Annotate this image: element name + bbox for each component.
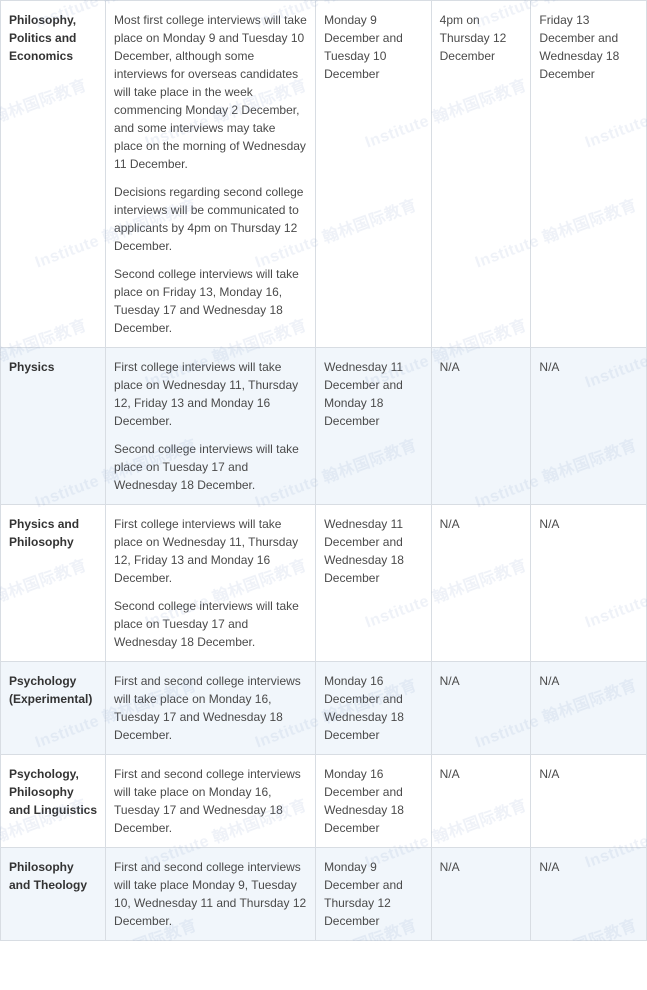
- details-cell: First and second college interviews will…: [106, 755, 316, 848]
- col3-cell: Monday 9 December and Tuesday 10 Decembe…: [316, 1, 432, 348]
- table-row: Philosophy and TheologyFirst and second …: [1, 848, 647, 941]
- col4-cell: N/A: [431, 662, 531, 755]
- col3-cell: Wednesday 11 December and Monday 18 Dece…: [316, 348, 432, 505]
- col3-cell: Wednesday 11 December and Wednesday 18 D…: [316, 505, 432, 662]
- details-paragraph: Decisions regarding second college inter…: [114, 183, 307, 255]
- table-row: Psychology, Philosophy and LinguisticsFi…: [1, 755, 647, 848]
- col4-cell: N/A: [431, 348, 531, 505]
- details-paragraph: First and second college interviews will…: [114, 765, 307, 837]
- col5-cell: Friday 13 December and Wednesday 18 Dece…: [531, 1, 647, 348]
- details-paragraph: Second college interviews will take plac…: [114, 265, 307, 337]
- subject-cell: Physics: [1, 348, 106, 505]
- details-paragraph: Second college interviews will take plac…: [114, 597, 307, 651]
- details-cell: First and second college interviews will…: [106, 662, 316, 755]
- subject-cell: Psychology, Philosophy and Linguistics: [1, 755, 106, 848]
- details-cell: First and second college interviews will…: [106, 848, 316, 941]
- details-cell: Most first college interviews will take …: [106, 1, 316, 348]
- col3-cell: Monday 16 December and Wednesday 18 Dece…: [316, 662, 432, 755]
- details-paragraph: Second college interviews will take plac…: [114, 440, 307, 494]
- col5-cell: N/A: [531, 505, 647, 662]
- interview-schedule-table: Philosophy, Politics and EconomicsMost f…: [0, 0, 647, 941]
- table-row: Philosophy, Politics and EconomicsMost f…: [1, 1, 647, 348]
- col5-cell: N/A: [531, 348, 647, 505]
- subject-cell: Psychology (Experimental): [1, 662, 106, 755]
- details-paragraph: First and second college interviews will…: [114, 858, 307, 930]
- col4-cell: N/A: [431, 755, 531, 848]
- subject-cell: Physics and Philosophy: [1, 505, 106, 662]
- table-row: Physics and PhilosophyFirst college inte…: [1, 505, 647, 662]
- details-cell: First college interviews will take place…: [106, 505, 316, 662]
- col5-cell: N/A: [531, 848, 647, 941]
- col4-cell: N/A: [431, 505, 531, 662]
- col3-cell: Monday 16 December and Wednesday 18 Dece…: [316, 755, 432, 848]
- details-paragraph: Most first college interviews will take …: [114, 11, 307, 173]
- col5-cell: N/A: [531, 662, 647, 755]
- table-row: Psychology (Experimental)First and secon…: [1, 662, 647, 755]
- details-paragraph: First college interviews will take place…: [114, 358, 307, 430]
- col4-cell: 4pm on Thursday 12 December: [431, 1, 531, 348]
- details-paragraph: First and second college interviews will…: [114, 672, 307, 744]
- col3-cell: Monday 9 December and Thursday 12 Decemb…: [316, 848, 432, 941]
- details-paragraph: First college interviews will take place…: [114, 515, 307, 587]
- col5-cell: N/A: [531, 755, 647, 848]
- subject-cell: Philosophy and Theology: [1, 848, 106, 941]
- table-row: PhysicsFirst college interviews will tak…: [1, 348, 647, 505]
- col4-cell: N/A: [431, 848, 531, 941]
- subject-cell: Philosophy, Politics and Economics: [1, 1, 106, 348]
- details-cell: First college interviews will take place…: [106, 348, 316, 505]
